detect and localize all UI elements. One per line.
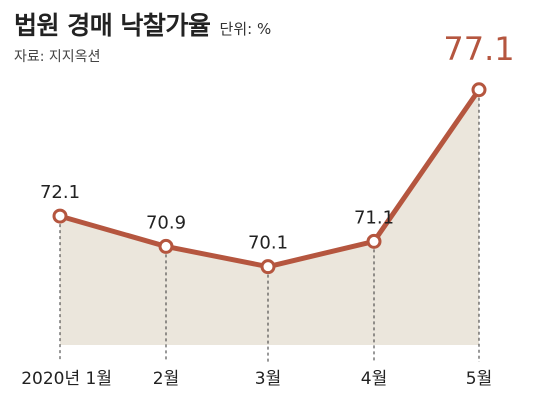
x-tick-label-3: 3월 <box>255 369 281 389</box>
x-tick-label-4: 4월 <box>361 369 387 389</box>
data-point-5 <box>471 82 487 98</box>
value-label-1: 72.1 <box>40 182 80 203</box>
data-point-1 <box>52 208 68 224</box>
area-fill <box>60 89 479 345</box>
data-point-3 <box>260 259 276 275</box>
value-label-4: 71.1 <box>354 207 394 228</box>
value-label-3: 70.1 <box>248 233 288 254</box>
x-tick-label-2: 2월 <box>153 369 179 389</box>
x-tick-label-1: 2020년 1월 <box>21 369 112 389</box>
unit-label: 단위: % <box>219 20 272 38</box>
value-label-2: 70.9 <box>146 212 186 233</box>
data-point-2 <box>158 238 174 254</box>
chart-title: 법원 경매 낙찰가율 <box>14 11 211 40</box>
source-label: 자료: 지지옥션 <box>14 49 101 65</box>
x-tick-label-5: 5월 <box>466 369 492 389</box>
title-row: 법원 경매 낙찰가율 단위: % <box>14 6 271 42</box>
value-label-5: 77.1 <box>443 30 514 68</box>
data-point-4 <box>366 233 382 249</box>
